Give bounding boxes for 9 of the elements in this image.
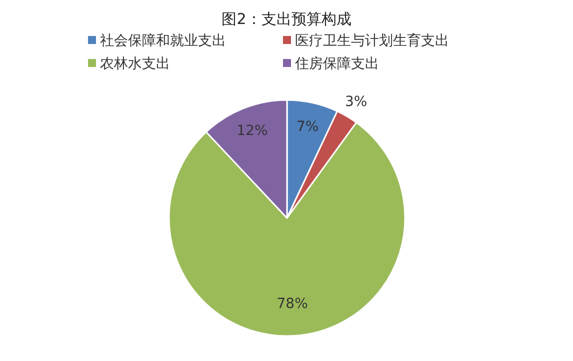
data-label: 12% [236, 123, 268, 140]
chart-title: 图2：支出预算构成 [222, 10, 352, 28]
legend-label: 医疗卫生与计划生育支出 [295, 32, 449, 49]
legend-label: 社会保障和就业支出 [100, 33, 226, 49]
legend-label: 农林水支出 [100, 56, 170, 72]
data-label: 78% [276, 296, 308, 312]
data-label: 3% [344, 94, 368, 110]
data-label: 7% [296, 118, 319, 135]
legend-label: 住房保障支出 [294, 56, 379, 72]
